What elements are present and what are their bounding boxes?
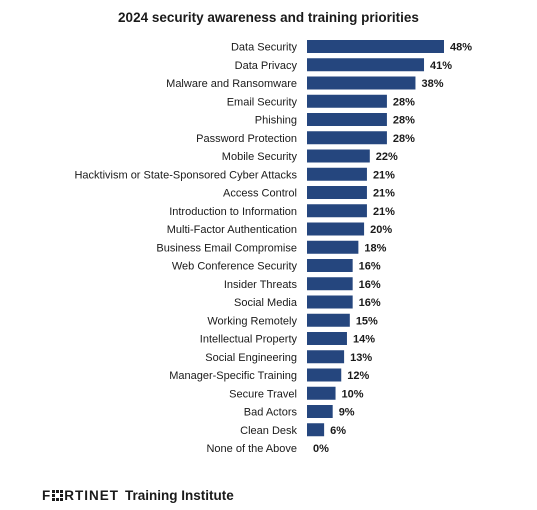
value-label: 21% [373,188,395,200]
category-label: Social Engineering [205,352,297,364]
category-label: Access Control [223,188,297,200]
bar [307,240,359,254]
footer-suffix: Training Institute [125,487,234,503]
value-label: 21% [373,206,395,218]
value-label: 6% [330,425,346,437]
value-label: 38% [421,78,443,90]
category-label: Hacktivism or State-Sponsored Cyber Atta… [74,169,297,181]
bar [307,386,336,400]
category-label: Mobile Security [222,151,298,163]
category-label: Clean Desk [240,425,297,437]
footer: F RTINET Training Institute [42,486,234,504]
bar [307,222,365,236]
bar-chart: Data Security 48% Data Privacy 41% Malware a… [74,40,472,455]
bar [307,131,387,145]
value-label: 48% [450,42,472,54]
category-label: Multi-Factor Authentication [167,224,297,236]
category-label: Data Privacy [235,60,298,72]
value-label: 16% [359,261,381,273]
category-label: Manager-Specific Training [169,370,297,382]
value-label: 12% [347,370,369,382]
category-label: Web Conference Security [172,261,298,273]
value-label: 13% [350,352,372,364]
bar [307,94,387,108]
logo-letter-f: F [42,487,52,503]
bar [307,259,353,272]
value-label: 16% [359,297,381,309]
bar [307,332,347,345]
category-label: Working Remotely [207,315,297,327]
bar [307,405,333,418]
category-label: Data Security [231,42,298,54]
bar [307,167,367,181]
category-label: Introduction to Information [169,206,297,218]
value-label: 20% [370,224,392,236]
value-label: 15% [356,315,378,327]
value-label: 21% [373,169,395,181]
category-label: None of the Above [206,443,297,455]
category-label: Password Protection [196,133,297,145]
category-label: Intellectual Property [200,334,298,346]
bar [307,186,367,199]
category-label: Insider Threats [224,279,298,291]
logo-letters: RTINET [64,487,119,503]
bar [307,368,342,382]
bar [307,295,353,309]
category-label: Business Email Compromise [156,242,297,254]
value-label: 22% [376,151,398,163]
value-label: 9% [339,407,355,419]
value-label: 18% [364,242,386,254]
value-label: 14% [353,334,375,346]
value-label: 41% [430,60,452,72]
value-label: 0% [313,443,329,455]
bar [307,76,416,90]
bar [307,149,370,163]
bar [307,313,350,327]
category-label: Malware and Ransomware [166,78,297,90]
category-label: Bad Actors [244,407,298,419]
category-label: Email Security [227,96,298,108]
bar [307,40,444,53]
value-label: 10% [342,388,364,400]
bar [307,58,425,72]
bar [307,113,387,126]
bar [307,277,353,291]
category-label: Phishing [255,115,297,127]
value-label: 28% [393,133,415,145]
chart-title: 2024 security awareness and training pri… [118,10,419,25]
bars-layer: Data Security 48% Data Privacy 41% Malware a… [74,40,472,455]
bar [307,423,325,437]
category-label: Social Media [234,297,298,309]
bar [307,204,367,218]
value-label: 28% [393,115,415,127]
fortinet-logo: F RTINET [42,488,119,503]
category-label: Secure Travel [229,388,297,400]
value-label: 16% [359,279,381,291]
value-label: 28% [393,96,415,108]
bar [307,350,345,364]
logo-grid-icon [52,489,64,501]
